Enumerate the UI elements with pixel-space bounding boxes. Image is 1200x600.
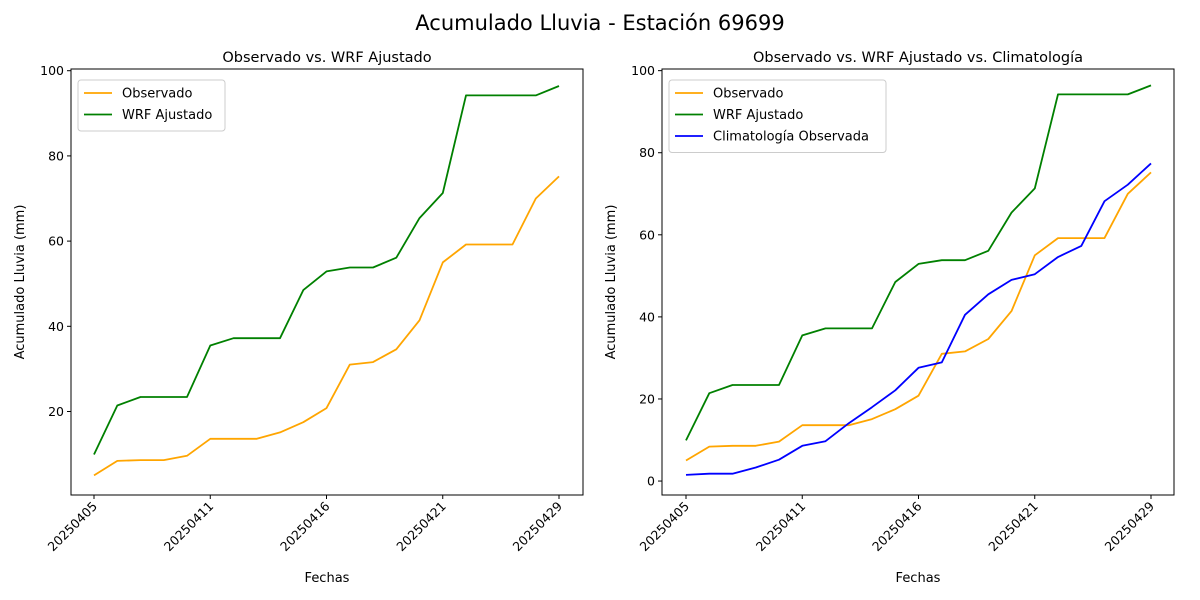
series-line-wrf	[93, 85, 560, 455]
legend-label: Climatología Observada	[713, 130, 869, 145]
x-tick-label: 20250429	[510, 498, 566, 554]
x-axis-label: Fechas	[305, 571, 350, 586]
x-tick-label: 20250421	[985, 499, 1041, 555]
chart-panel-1: Observado vs. WRF Ajustado 20 40 60 80 100 202…	[13, 50, 584, 586]
x-axis-label: Fechas	[896, 571, 941, 586]
x-tick-label: 20250416	[869, 498, 925, 554]
x-tick-label: 20250405	[637, 499, 693, 555]
y-tick-label: 40	[639, 309, 655, 324]
legend-label: WRF Ajustado	[122, 108, 212, 123]
series-line-wrf	[685, 84, 1152, 441]
series-line-observado	[685, 171, 1152, 462]
chart-panel-2: Observado vs. WRF Ajustado vs. Climatolo…	[604, 50, 1175, 586]
x-tick-label: 20250416	[277, 498, 333, 554]
y-axis-label: Acumulado Lluvia (mm)	[13, 205, 28, 360]
series-line-observado	[93, 175, 560, 477]
y-axis-label: Acumulado Lluvia (mm)	[604, 205, 619, 360]
x-tick-label: 20250429	[1102, 498, 1158, 554]
x-tick-label: 20250405	[45, 499, 101, 555]
plot-frame	[70, 68, 584, 496]
x-tick-label: 20250421	[393, 499, 449, 555]
legend-box	[77, 79, 226, 132]
figure-title: Acumulado Lluvia - Estación 69699	[415, 11, 784, 35]
y-tick-label: 100	[631, 63, 655, 78]
y-tick-label: 20	[639, 391, 655, 406]
chart-title: Observado vs. WRF Ajustado vs. Climatolo…	[753, 50, 1083, 66]
y-tick-label: 100	[40, 63, 64, 78]
legend-label: Observado	[713, 87, 784, 102]
chart-title: Observado vs. WRF Ajustado	[222, 50, 431, 66]
y-tick-label: 80	[639, 145, 655, 160]
series-line-climatologia	[685, 162, 1152, 476]
y-tick-label: 0	[647, 474, 655, 489]
y-tick-label: 20	[48, 404, 64, 419]
y-tick-label: 60	[639, 227, 655, 242]
legend-box	[668, 79, 887, 153]
legend-label: WRF Ajustado	[713, 108, 803, 123]
y-tick-label: 40	[48, 319, 64, 334]
y-tick-label: 80	[48, 148, 64, 163]
y-tick-label: 60	[48, 234, 64, 249]
x-tick-label: 20250411	[753, 499, 809, 555]
x-tick-label: 20250411	[161, 499, 217, 555]
legend-label: Observado	[122, 87, 193, 102]
